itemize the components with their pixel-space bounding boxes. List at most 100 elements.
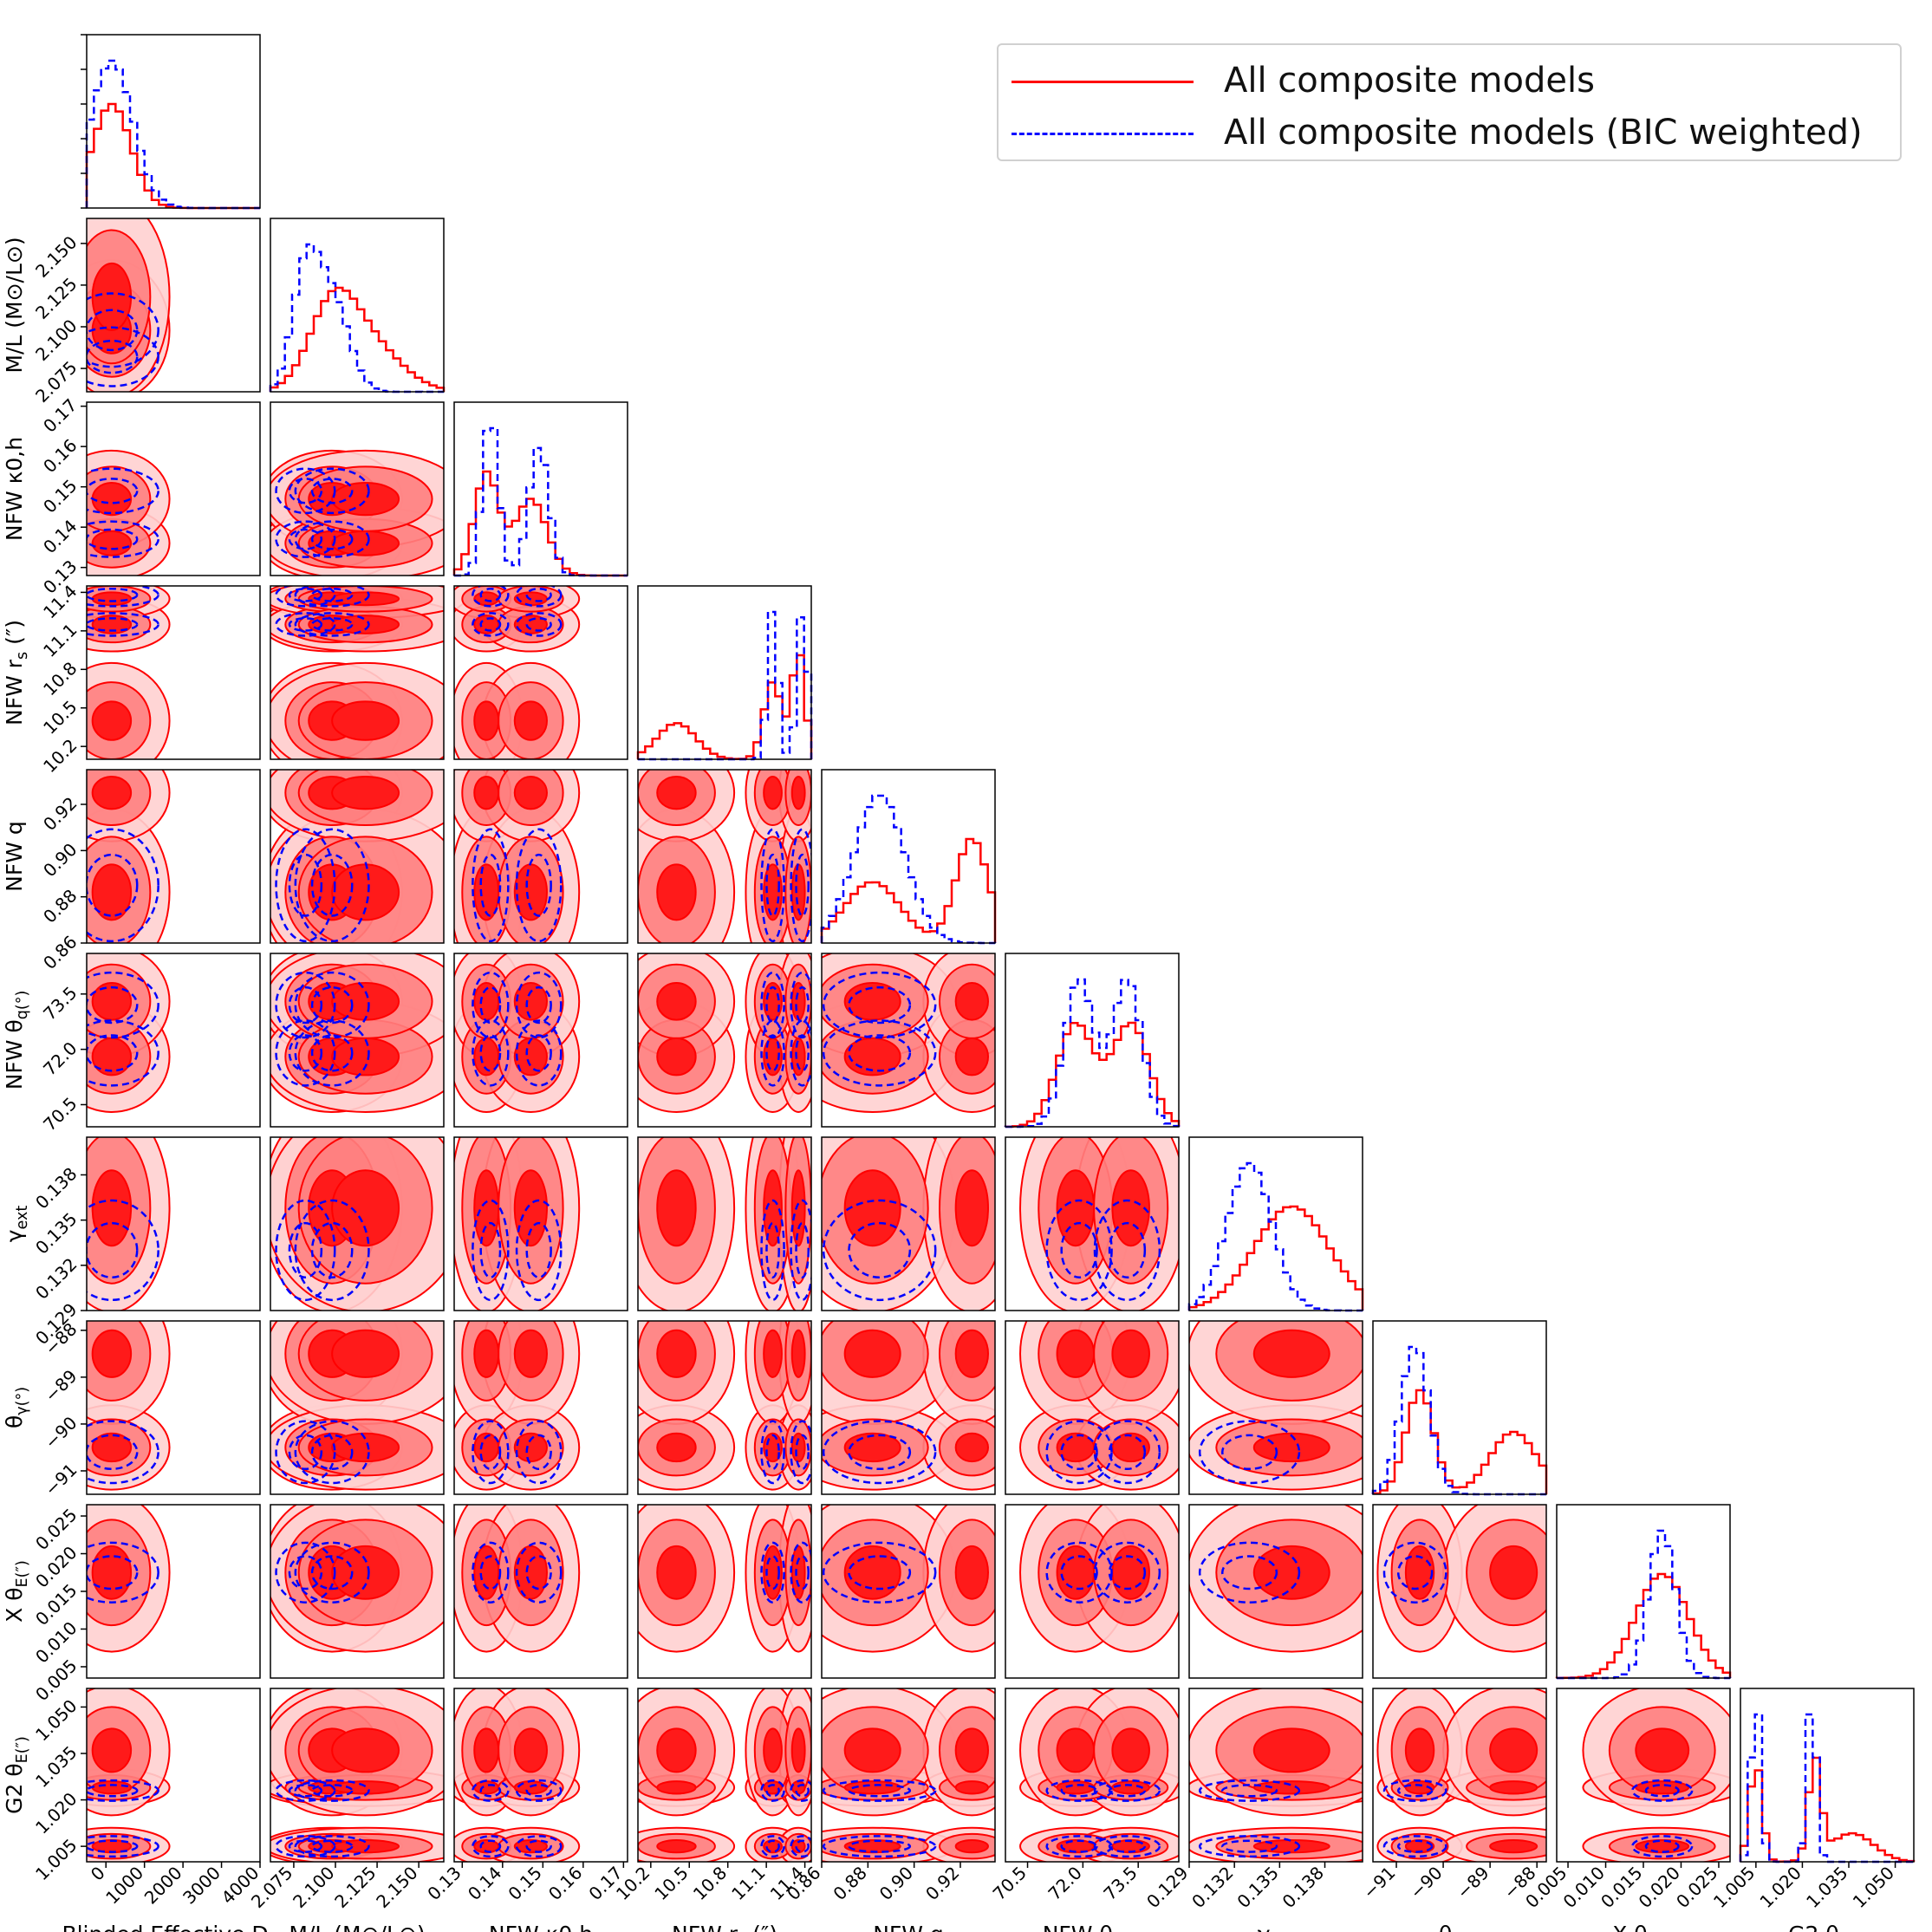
contour-blue-level-2 [795, 1839, 810, 1853]
panel-frame [270, 585, 445, 760]
contour-blue-level-2 [1644, 1839, 1680, 1853]
contour-blue-level-1 [760, 1420, 785, 1485]
panel-frame [637, 585, 812, 760]
contour-red-level-3 [790, 1037, 806, 1077]
panel-2-2 [452, 401, 628, 577]
contour-red-level-3 [473, 1780, 500, 1795]
y-tick-label: 70.5 [39, 1093, 81, 1135]
contour-blue-level-2 [1221, 1555, 1278, 1590]
panel-9-5: 70.5 72.0 73.5 NFW θq(°) [989, 1688, 1180, 1932]
contour-blue-level-2 [1108, 1555, 1147, 1590]
y-axis-label-nfw-r-s: NFW rs (″) [2, 620, 31, 725]
contour-red-level-3 [954, 1432, 990, 1463]
contour-blue-level-2 [87, 339, 139, 374]
panel-4-0: 0.86 0.880.900.92 NFW q [2, 769, 261, 973]
contour-red-level-3 [91, 1329, 133, 1378]
panel-frame [86, 34, 261, 209]
contour-blue-level-1 [1045, 1779, 1113, 1802]
y-tick-label: 0.14 [39, 516, 81, 557]
contour-blue-level-2 [310, 528, 354, 550]
panel-frame [1372, 1688, 1547, 1863]
histogram-blue-nfw-r-s [638, 610, 813, 761]
contour-red-level-3 [513, 982, 548, 1021]
contour-blue-level-1 [275, 467, 336, 515]
contour-red-level-3 [91, 1727, 133, 1773]
contour-blue-level-1 [87, 828, 159, 943]
contour-blue-level-1 [822, 1779, 937, 1802]
x-tick-label: 0.020 [1635, 1863, 1684, 1912]
panel-7-4 [821, 1320, 996, 1495]
x-tick-label: 0.015 [1597, 1863, 1646, 1912]
contour-red-level-3 [513, 776, 548, 810]
x-axis-label-blinded-effective-d-t: Blinded Effective DΔt [62, 1922, 284, 1932]
contour-blue-level-2 [288, 588, 323, 602]
contour-red-level-3 [1056, 1169, 1096, 1247]
panel-3-2 [453, 585, 628, 760]
x-tick-label: 0.138 [1278, 1863, 1328, 1912]
panel-frame [270, 218, 445, 393]
contour-blue-level-1 [515, 828, 563, 943]
panel-frame [453, 769, 628, 944]
contour-blue-level-2 [87, 1839, 139, 1853]
contour-blue-level-2 [310, 1784, 354, 1798]
x-axis-label-ext: γext [1258, 1922, 1295, 1932]
contour-red-level-3 [1489, 1839, 1538, 1854]
contour-blue-level-1 [275, 520, 336, 558]
contour-blue-level-1 [294, 612, 370, 637]
contour-blue-level-2 [765, 1034, 780, 1072]
contour-blue-level-1 [1198, 1541, 1301, 1603]
panel-4-3 [637, 769, 812, 944]
x-tick-label: 0.90 [875, 1863, 917, 1904]
contour-blue-level-1 [1631, 1779, 1694, 1802]
contour-blue-level-2 [310, 1839, 354, 1853]
panel-frame [270, 1320, 445, 1495]
contour-blue-level-2 [479, 853, 502, 917]
contour-red-level-3 [91, 776, 133, 810]
panel-8-4 [821, 1504, 996, 1679]
contour-red-level-3 [513, 615, 548, 634]
histogram-blue-m-l-m-l [269, 243, 444, 394]
contour-blue-level-1 [760, 1541, 785, 1603]
panel-frame [86, 401, 261, 576]
contour-blue-level-2 [310, 1221, 354, 1278]
contour-blue-level-1 [294, 467, 370, 515]
y-tick-label: 73.5 [39, 982, 81, 1024]
contour-red-level-3 [1111, 1169, 1150, 1247]
contour-blue-level-2 [1108, 1221, 1147, 1278]
contour-red-level-3 [91, 700, 133, 741]
y-tick-label: 1.020 [31, 1788, 81, 1838]
contour-red-level-3 [1489, 1780, 1538, 1795]
x-axis-label-x-e: X θE(″) [1612, 1922, 1675, 1932]
contour-blue-level-1 [294, 1835, 370, 1858]
x-tick-label: 2000 [140, 1863, 186, 1909]
contour-blue-level-1 [294, 1019, 370, 1087]
contour-blue-level-1 [790, 1019, 811, 1087]
contour-red-level-3 [331, 1432, 400, 1463]
contour-red-level-3 [473, 700, 500, 741]
y-tick-label: 1.050 [31, 1695, 81, 1745]
x-axis-label-nfw-0-h: NFW κ0,h [489, 1922, 593, 1932]
panel-0-0 [81, 34, 261, 210]
contour-red-level-3 [1252, 1329, 1330, 1378]
contour-red-level-3 [1056, 1545, 1096, 1600]
y-tick-label: 2.075 [31, 357, 81, 407]
histogram-red-nfw-q [1004, 1021, 1181, 1129]
contour-blue-level-1 [294, 971, 370, 1039]
panel-3-1 [270, 585, 445, 760]
contour-blue-level-1 [87, 520, 159, 558]
contour-blue-level-2 [310, 1555, 354, 1590]
contour-red-level-3 [331, 1037, 400, 1077]
panel-frame [270, 1504, 445, 1679]
panel-frame [86, 1136, 261, 1311]
contour-blue-level-1 [472, 1779, 510, 1802]
y-tick-label: 2.125 [31, 273, 81, 322]
histogram-blue-ext [1187, 1161, 1363, 1312]
contour-red-level-3 [1056, 1727, 1096, 1773]
contour-blue-level-1 [1045, 1835, 1113, 1858]
y-tick-label: 11.1 [39, 619, 81, 660]
contour-blue-level-1 [515, 1541, 563, 1603]
contour-blue-level-2 [848, 1784, 912, 1798]
panel-frame [637, 1136, 812, 1311]
